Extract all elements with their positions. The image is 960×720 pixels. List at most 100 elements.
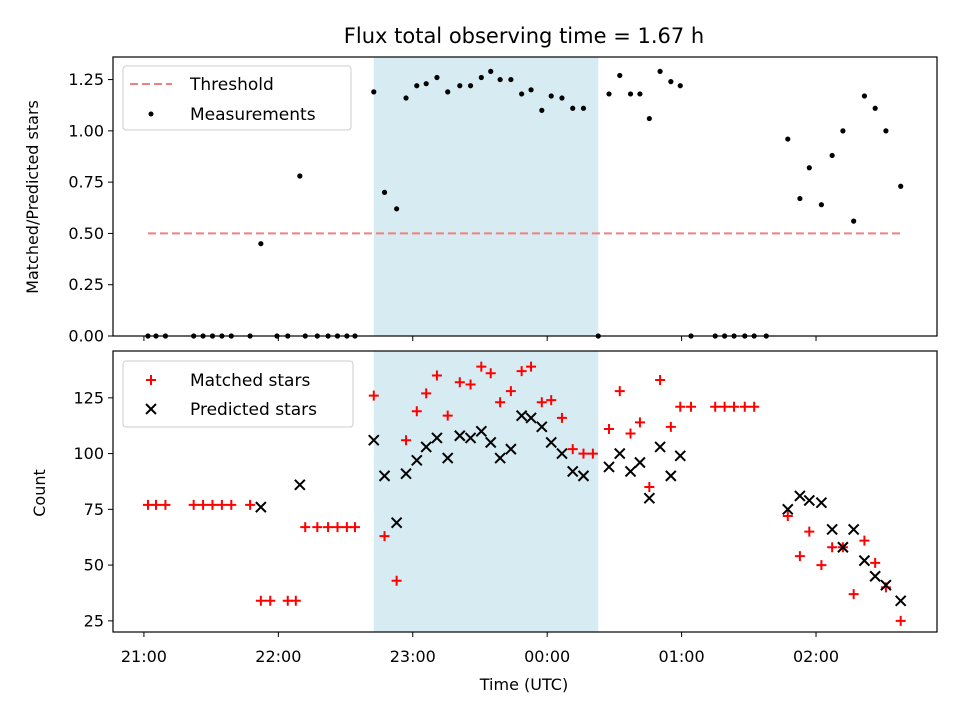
matched-star-point xyxy=(198,499,209,510)
bottom-legend-box xyxy=(122,360,354,428)
matched-star-point xyxy=(827,542,838,553)
measurement-point xyxy=(898,183,904,189)
matched-star-point xyxy=(160,499,171,510)
predicted-star-point xyxy=(505,443,517,455)
predicted-star-point xyxy=(794,490,806,502)
predicted-star-point xyxy=(485,436,497,449)
measurement-point xyxy=(559,95,565,101)
bottom-y-tick-label: 50 xyxy=(84,556,104,575)
measurement-point xyxy=(829,152,835,159)
matched-star-point xyxy=(226,499,237,510)
measurement-point xyxy=(840,128,846,134)
matched-star-point xyxy=(556,412,567,423)
predicted-star-point xyxy=(378,470,391,482)
top-legend-box xyxy=(122,65,352,131)
matched-star-point xyxy=(421,388,432,399)
matched-star-point xyxy=(476,361,487,372)
matched-star-point xyxy=(431,370,442,381)
predicted-star-point xyxy=(654,441,666,453)
measurement-point xyxy=(627,91,634,97)
matched-star-point xyxy=(207,499,218,510)
matched-star-point xyxy=(465,379,476,390)
legend-matched-swatch xyxy=(146,375,156,385)
matched-star-point xyxy=(151,499,162,510)
matched-star-point xyxy=(848,589,859,600)
matched-star-point xyxy=(625,428,636,439)
measurement-point xyxy=(646,115,652,122)
matched-star-point xyxy=(188,499,199,510)
matched-star-point xyxy=(505,386,516,397)
measurement-point xyxy=(580,105,587,111)
measurement-point xyxy=(657,68,663,74)
measurement-point xyxy=(478,74,484,81)
matched-star-point xyxy=(567,444,578,455)
count-panel: 25 50 75 100 125 21:00 22:00 23:00 00:00 01:00 02:… xyxy=(73,350,938,666)
predicted-star-point xyxy=(826,523,838,536)
predicted-star-point xyxy=(577,470,590,482)
measurement-point xyxy=(258,241,264,247)
predicted-star-point xyxy=(494,452,506,464)
matched-star-point xyxy=(816,560,827,571)
predicted-star-point xyxy=(869,570,881,582)
predicted-star-point xyxy=(782,503,794,516)
top-y-tick-label: 0.50 xyxy=(68,224,104,243)
measurement-point xyxy=(872,105,878,111)
bottom-legend: Matched stars Predicted stars xyxy=(122,360,354,428)
matched-star-point xyxy=(265,595,276,606)
matched-star-point xyxy=(216,499,227,510)
matched-star-point xyxy=(245,499,256,510)
predicted-star-point xyxy=(525,412,537,424)
measurement-point xyxy=(508,76,514,83)
predicted-star-point xyxy=(556,447,568,460)
matched-star-point xyxy=(516,366,527,377)
predicted-star-point xyxy=(847,523,860,536)
chart-title: Flux total observing time = 1.67 h xyxy=(344,24,704,48)
predicted-star-point xyxy=(614,447,626,460)
matched-star-point xyxy=(604,424,615,435)
matched-star-point xyxy=(587,448,598,459)
top-y-tick-label: 1.00 xyxy=(68,121,104,140)
legend-measurements-swatch xyxy=(148,111,154,117)
legend-matched-label: Matched stars xyxy=(190,371,310,391)
predicted-star-point xyxy=(603,461,615,473)
matched-star-point xyxy=(526,361,537,372)
matched-star-point xyxy=(870,557,881,568)
bottom-y-tick-label: 25 xyxy=(84,611,104,630)
matched-star-point xyxy=(710,401,721,412)
top-shaded-interval xyxy=(373,57,599,336)
measurement-point xyxy=(297,173,303,179)
matched-star-point xyxy=(300,522,311,533)
predicted-star-point xyxy=(837,541,849,553)
legend-measurements-label: Measurements xyxy=(190,105,316,125)
top-y-tick-label: 0.75 xyxy=(68,173,104,192)
measurement-point xyxy=(394,206,400,212)
x-tick-label: 23:00 xyxy=(390,647,436,666)
predicted-star-point xyxy=(858,554,871,567)
bottom-axes-frame xyxy=(112,350,938,633)
matched-star-point xyxy=(794,551,805,562)
measurement-point xyxy=(637,91,643,97)
x-tick-label: 02:00 xyxy=(793,647,839,666)
top-y-axis-label: Matched/Predicted stars xyxy=(23,100,42,294)
predicted-star-point xyxy=(411,454,423,466)
matched-star-point xyxy=(495,397,506,408)
matched-star-point xyxy=(804,526,815,537)
measurement-point xyxy=(570,105,576,111)
matched-star-point xyxy=(546,395,557,406)
matched-star-point xyxy=(644,482,655,493)
predicted-star-point xyxy=(454,430,466,442)
matched-star-point xyxy=(675,401,686,412)
predicted-star-point xyxy=(545,436,557,449)
matched-star-point xyxy=(859,535,870,546)
predicted-star-point xyxy=(400,467,412,480)
predicted-star-point xyxy=(475,425,488,437)
measurement-point xyxy=(785,136,791,142)
measurement-point xyxy=(519,91,525,97)
measurement-point xyxy=(861,93,868,99)
matched-star-point xyxy=(536,397,547,408)
matched-star-point xyxy=(749,401,760,412)
x-tick-label: 22:00 xyxy=(255,647,301,666)
measurement-point xyxy=(806,165,812,171)
matched-star-point xyxy=(391,575,402,586)
measurement-point xyxy=(467,83,474,89)
